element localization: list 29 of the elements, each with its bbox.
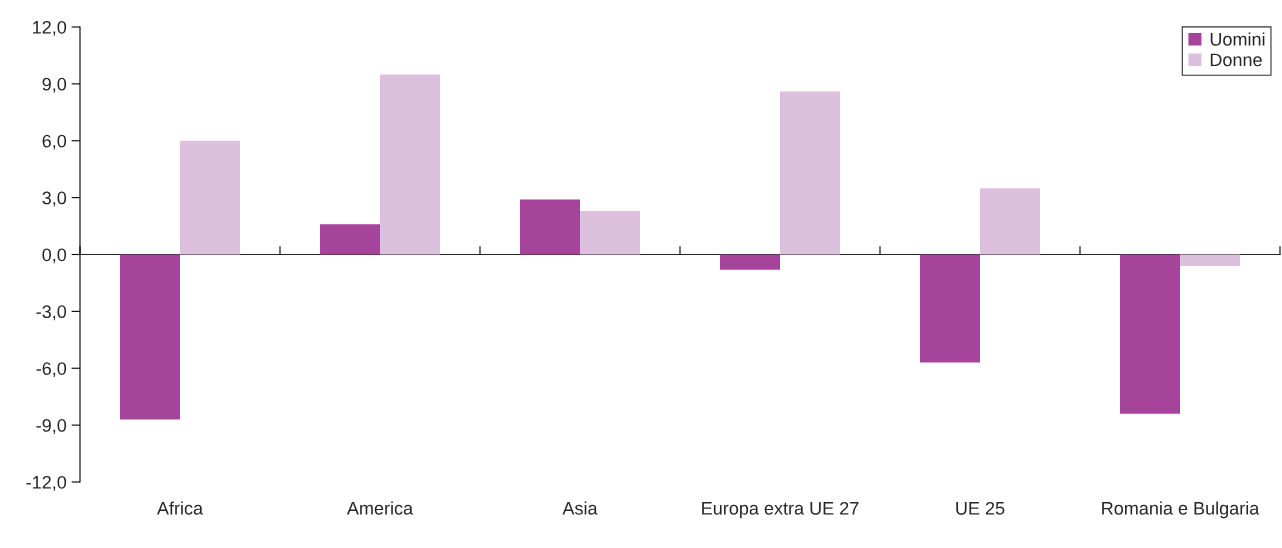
y-tick-label: 12,0 — [33, 20, 67, 36]
bar — [920, 254, 980, 363]
x-tick-label: Africa — [156, 501, 204, 515]
y-tick-label: 0,0 — [42, 248, 67, 264]
x-tick-label: Romania e Bulgaria — [1102, 501, 1260, 519]
bar — [980, 188, 1040, 255]
y-tick-label: -3,0 — [36, 305, 67, 321]
y-tick-label: 3,0 — [42, 191, 67, 207]
bar — [720, 254, 780, 270]
y-tick-label: -9,0 — [36, 419, 67, 434]
x-tick-label: UE 25 — [956, 501, 1005, 515]
bar — [520, 199, 580, 255]
bar — [180, 140, 240, 255]
legend-label: Donne — [1210, 53, 1262, 67]
bar — [780, 91, 840, 255]
bar — [580, 210, 640, 255]
bar — [380, 74, 440, 255]
y-tick-label: -6,0 — [36, 362, 67, 378]
x-tick-label: America — [346, 501, 414, 515]
legend-label: Uomini — [1210, 32, 1265, 46]
bar — [120, 254, 180, 420]
y-tick-label: -12,0 — [26, 475, 67, 491]
bar — [320, 224, 380, 255]
x-tick-label: Europa extra UE 27 — [702, 501, 859, 519]
x-tick-label: Asia — [562, 501, 598, 515]
bar — [1120, 254, 1180, 414]
bar — [1180, 254, 1240, 266]
y-tick-label: 9,0 — [42, 77, 67, 93]
y-tick-label: 6,0 — [42, 134, 67, 150]
